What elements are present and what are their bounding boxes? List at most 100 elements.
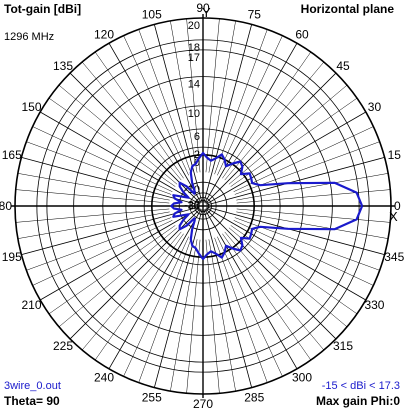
angle-tick-label: 300 [292, 370, 312, 384]
gain-range-label: -15 < dBi < 17.3 [321, 380, 400, 392]
plot-title: Tot-gain [dBi] [4, 2, 82, 16]
angle-tick-label: 45 [336, 59, 350, 73]
angle-tick-label: 0 [394, 199, 401, 213]
angle-tick-label: 90 [196, 1, 210, 15]
radial-tick-label: 18 [188, 42, 200, 54]
angle-gridline [81, 61, 182, 181]
x-axis-marker: X [389, 209, 398, 224]
angle-gridline [203, 24, 253, 203]
radial-tick-label: 20 [188, 20, 200, 32]
angle-gridline [26, 141, 172, 195]
y-axis-marker: Y [202, 5, 211, 20]
angle-gridline [108, 209, 202, 370]
angle-tick-label: 105 [142, 8, 162, 22]
radial-tick-label: 10 [188, 108, 200, 120]
angle-gridline [230, 97, 358, 187]
radiation-pattern [170, 151, 364, 261]
angle-gridline [204, 209, 298, 370]
angle-gridline [186, 239, 201, 394]
radial-tick-label: 14 [188, 79, 200, 91]
angle-tick-label: 240 [94, 370, 114, 384]
file-name-label: 3wire_0.out [4, 380, 61, 392]
angle-gridline [233, 126, 374, 192]
angle-gridline [228, 84, 348, 185]
angle-tick-label: 210 [22, 298, 42, 312]
angle-gridline [81, 231, 182, 351]
angle-gridline [206, 156, 385, 206]
angle-tick-label: 60 [295, 28, 309, 42]
angle-gridline [214, 29, 268, 175]
angle-gridline [214, 237, 268, 383]
angle-gridline [206, 207, 367, 301]
angle-gridline [26, 217, 172, 271]
frequency-label: 1296 MHz [4, 31, 55, 43]
angle-gridline [222, 233, 312, 361]
angle-gridline [186, 18, 201, 173]
angle-gridline [17, 211, 170, 239]
angle-gridline [153, 209, 203, 388]
angle-gridline [58, 227, 178, 328]
angle-gridline [233, 220, 374, 286]
angle-tick-label: 270 [193, 397, 213, 409]
angle-tick-label: 225 [53, 339, 73, 353]
angle-tick-label: 135 [53, 59, 73, 73]
angle-gridline [21, 156, 200, 206]
plane-label: Horizontal plane [300, 2, 394, 16]
angle-gridline [230, 225, 358, 315]
angle-tick-label: 120 [94, 28, 114, 42]
angle-gridline [217, 35, 283, 176]
angle-gridline [206, 111, 367, 205]
angle-gridline [48, 225, 176, 315]
radial-tick-label: 17 [188, 52, 200, 64]
angle-gridline [208, 20, 236, 173]
angle-gridline [236, 208, 391, 223]
angle-gridline [224, 231, 325, 351]
angle-tick-label: 285 [244, 390, 264, 404]
angle-gridline [203, 209, 253, 388]
radial-tick-label: -20 [184, 199, 200, 211]
angle-gridline [224, 61, 325, 181]
angle-gridline [138, 29, 192, 175]
angle-tick-label: 150 [22, 100, 42, 114]
angle-gridline [236, 173, 389, 201]
angle-gridline [32, 220, 173, 286]
angle-gridline [170, 20, 198, 173]
angle-gridline [236, 189, 391, 204]
angle-gridline [205, 72, 337, 204]
angle-tick-label: 30 [368, 100, 382, 114]
angle-gridline [58, 84, 178, 185]
angle-gridline [206, 206, 385, 256]
angle-gridline [236, 211, 389, 239]
angle-gridline [94, 233, 184, 361]
angle-gridline [17, 173, 170, 201]
angle-gridline [170, 239, 198, 392]
angle-tick-label: 180 [0, 199, 12, 213]
angle-tick-label: 345 [384, 250, 404, 264]
angle-gridline [39, 207, 200, 301]
radial-tick-label: -30 [184, 200, 200, 212]
angle-gridline [69, 208, 201, 340]
angle-tick-label: 315 [333, 339, 353, 353]
angle-gridline [69, 72, 201, 204]
angle-tick-label: 195 [2, 250, 22, 264]
angle-gridline [123, 35, 189, 176]
angle-gridline [39, 111, 200, 205]
angle-tick-label: 75 [248, 8, 262, 22]
angle-gridline [15, 208, 170, 223]
angle-gridline [217, 236, 283, 377]
angle-gridline [123, 236, 189, 377]
angle-tick-label: 330 [364, 298, 384, 312]
angle-tick-label: 255 [142, 390, 162, 404]
angle-gridline [228, 227, 348, 328]
angle-gridline [32, 126, 173, 192]
radial-tick-label: 6 [194, 131, 200, 143]
angle-gridline [153, 24, 203, 203]
max-gain-label: Max gain Phi:0 [315, 394, 400, 408]
angle-tick-label: 165 [2, 148, 22, 162]
angle-gridline [21, 206, 200, 256]
angle-gridline [48, 97, 176, 187]
angle-gridline [108, 42, 202, 203]
